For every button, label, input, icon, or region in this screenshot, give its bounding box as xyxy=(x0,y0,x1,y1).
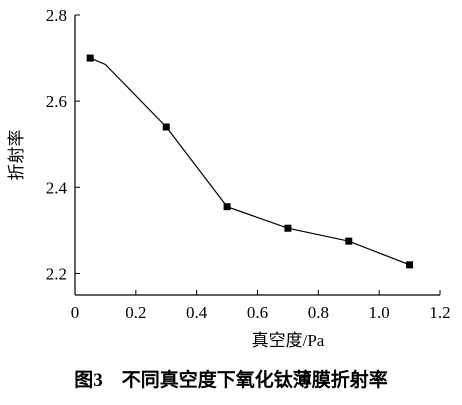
figure-caption: 图3 不同真空度下氧化钛薄膜折射率 xyxy=(74,368,388,391)
data-point-marker xyxy=(406,261,414,269)
data-point-marker xyxy=(223,203,231,211)
y-tick-label: 2.2 xyxy=(46,264,67,283)
x-tick-label: 0.2 xyxy=(125,303,146,322)
x-tick-label: 0.4 xyxy=(186,303,208,322)
plot-area: 0 0.2 0.4 0.6 0.8 1.0 1.2 2.2 2.4 2.6 2.8 xyxy=(46,6,451,322)
x-tick-label: 1.2 xyxy=(429,303,450,322)
x-tick-label: 0.6 xyxy=(247,303,268,322)
y-tick-label: 2.4 xyxy=(46,178,68,197)
data-point-marker xyxy=(284,224,292,232)
data-point-marker xyxy=(86,54,94,62)
x-axis-label: 真空度/Pa xyxy=(252,331,325,350)
y-tick-label: 2.6 xyxy=(46,92,67,111)
data-point-marker xyxy=(345,237,353,245)
y-tick-label: 2.8 xyxy=(46,6,67,25)
data-series xyxy=(86,54,414,269)
y-axis-ticks: 2.2 2.4 2.6 2.8 xyxy=(46,6,80,283)
x-tick-label: 1.0 xyxy=(369,303,390,322)
series-line xyxy=(89,57,410,266)
x-tick-label: 0 xyxy=(71,303,80,322)
x-axis-ticks: 0 0.2 0.4 0.6 0.8 1.0 1.2 xyxy=(71,290,451,322)
x-tick-label: 0.8 xyxy=(308,303,329,322)
y-axis-label: 折射率 xyxy=(7,130,26,181)
data-point-marker xyxy=(162,123,170,131)
